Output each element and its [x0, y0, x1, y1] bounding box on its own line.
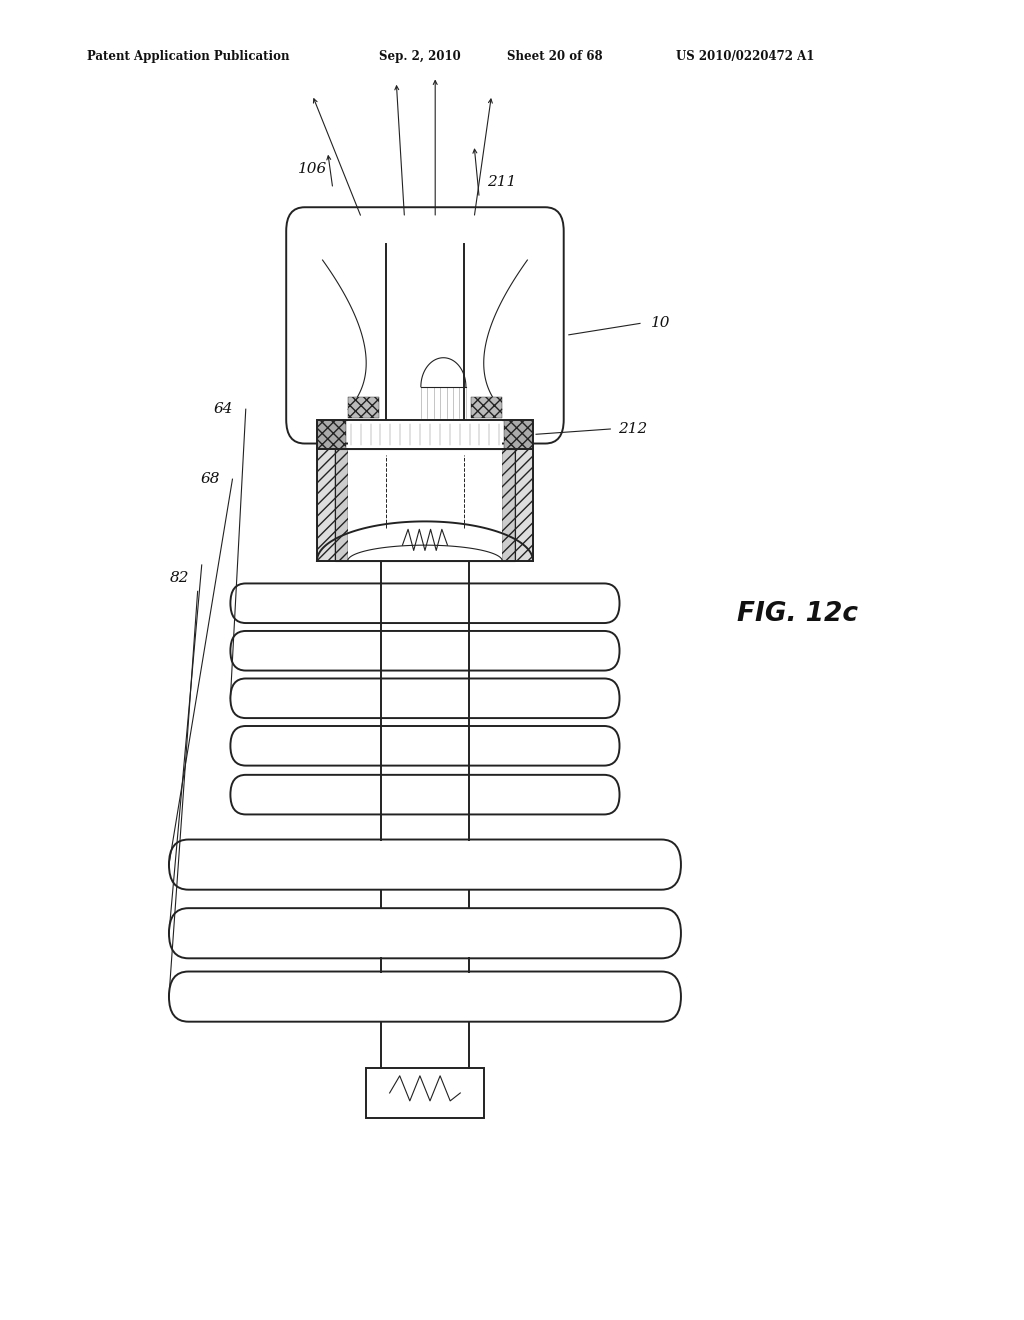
FancyBboxPatch shape [230, 583, 620, 623]
FancyBboxPatch shape [230, 678, 620, 718]
Bar [348, 397, 379, 418]
Bar [336, 449, 348, 561]
FancyBboxPatch shape [169, 972, 681, 1022]
FancyBboxPatch shape [286, 207, 563, 444]
Text: 68: 68 [200, 473, 220, 486]
Bar [367, 1068, 483, 1118]
Text: Sep. 2, 2010: Sep. 2, 2010 [379, 50, 461, 63]
Text: 211: 211 [487, 176, 516, 189]
Text: Sheet 20 of 68: Sheet 20 of 68 [507, 50, 602, 63]
Bar [348, 420, 503, 449]
Text: 10: 10 [650, 317, 671, 330]
Bar [317, 420, 346, 449]
Bar [348, 449, 503, 561]
Bar [317, 449, 336, 561]
Bar [514, 449, 532, 561]
FancyBboxPatch shape [169, 840, 681, 890]
Bar [504, 420, 532, 449]
Text: FIG. 12c: FIG. 12c [737, 601, 858, 627]
FancyBboxPatch shape [230, 631, 620, 671]
Bar [317, 420, 532, 449]
Text: 106: 106 [298, 162, 327, 176]
Bar [336, 449, 514, 561]
Text: 212: 212 [618, 422, 647, 436]
Text: 64: 64 [213, 403, 233, 416]
FancyBboxPatch shape [230, 775, 620, 814]
Text: 82: 82 [169, 572, 189, 585]
Bar [502, 449, 514, 561]
FancyBboxPatch shape [169, 908, 681, 958]
FancyBboxPatch shape [230, 726, 620, 766]
Bar [317, 449, 532, 561]
Text: Patent Application Publication: Patent Application Publication [87, 50, 290, 63]
Text: US 2010/0220472 A1: US 2010/0220472 A1 [676, 50, 814, 63]
Bar [471, 397, 502, 418]
